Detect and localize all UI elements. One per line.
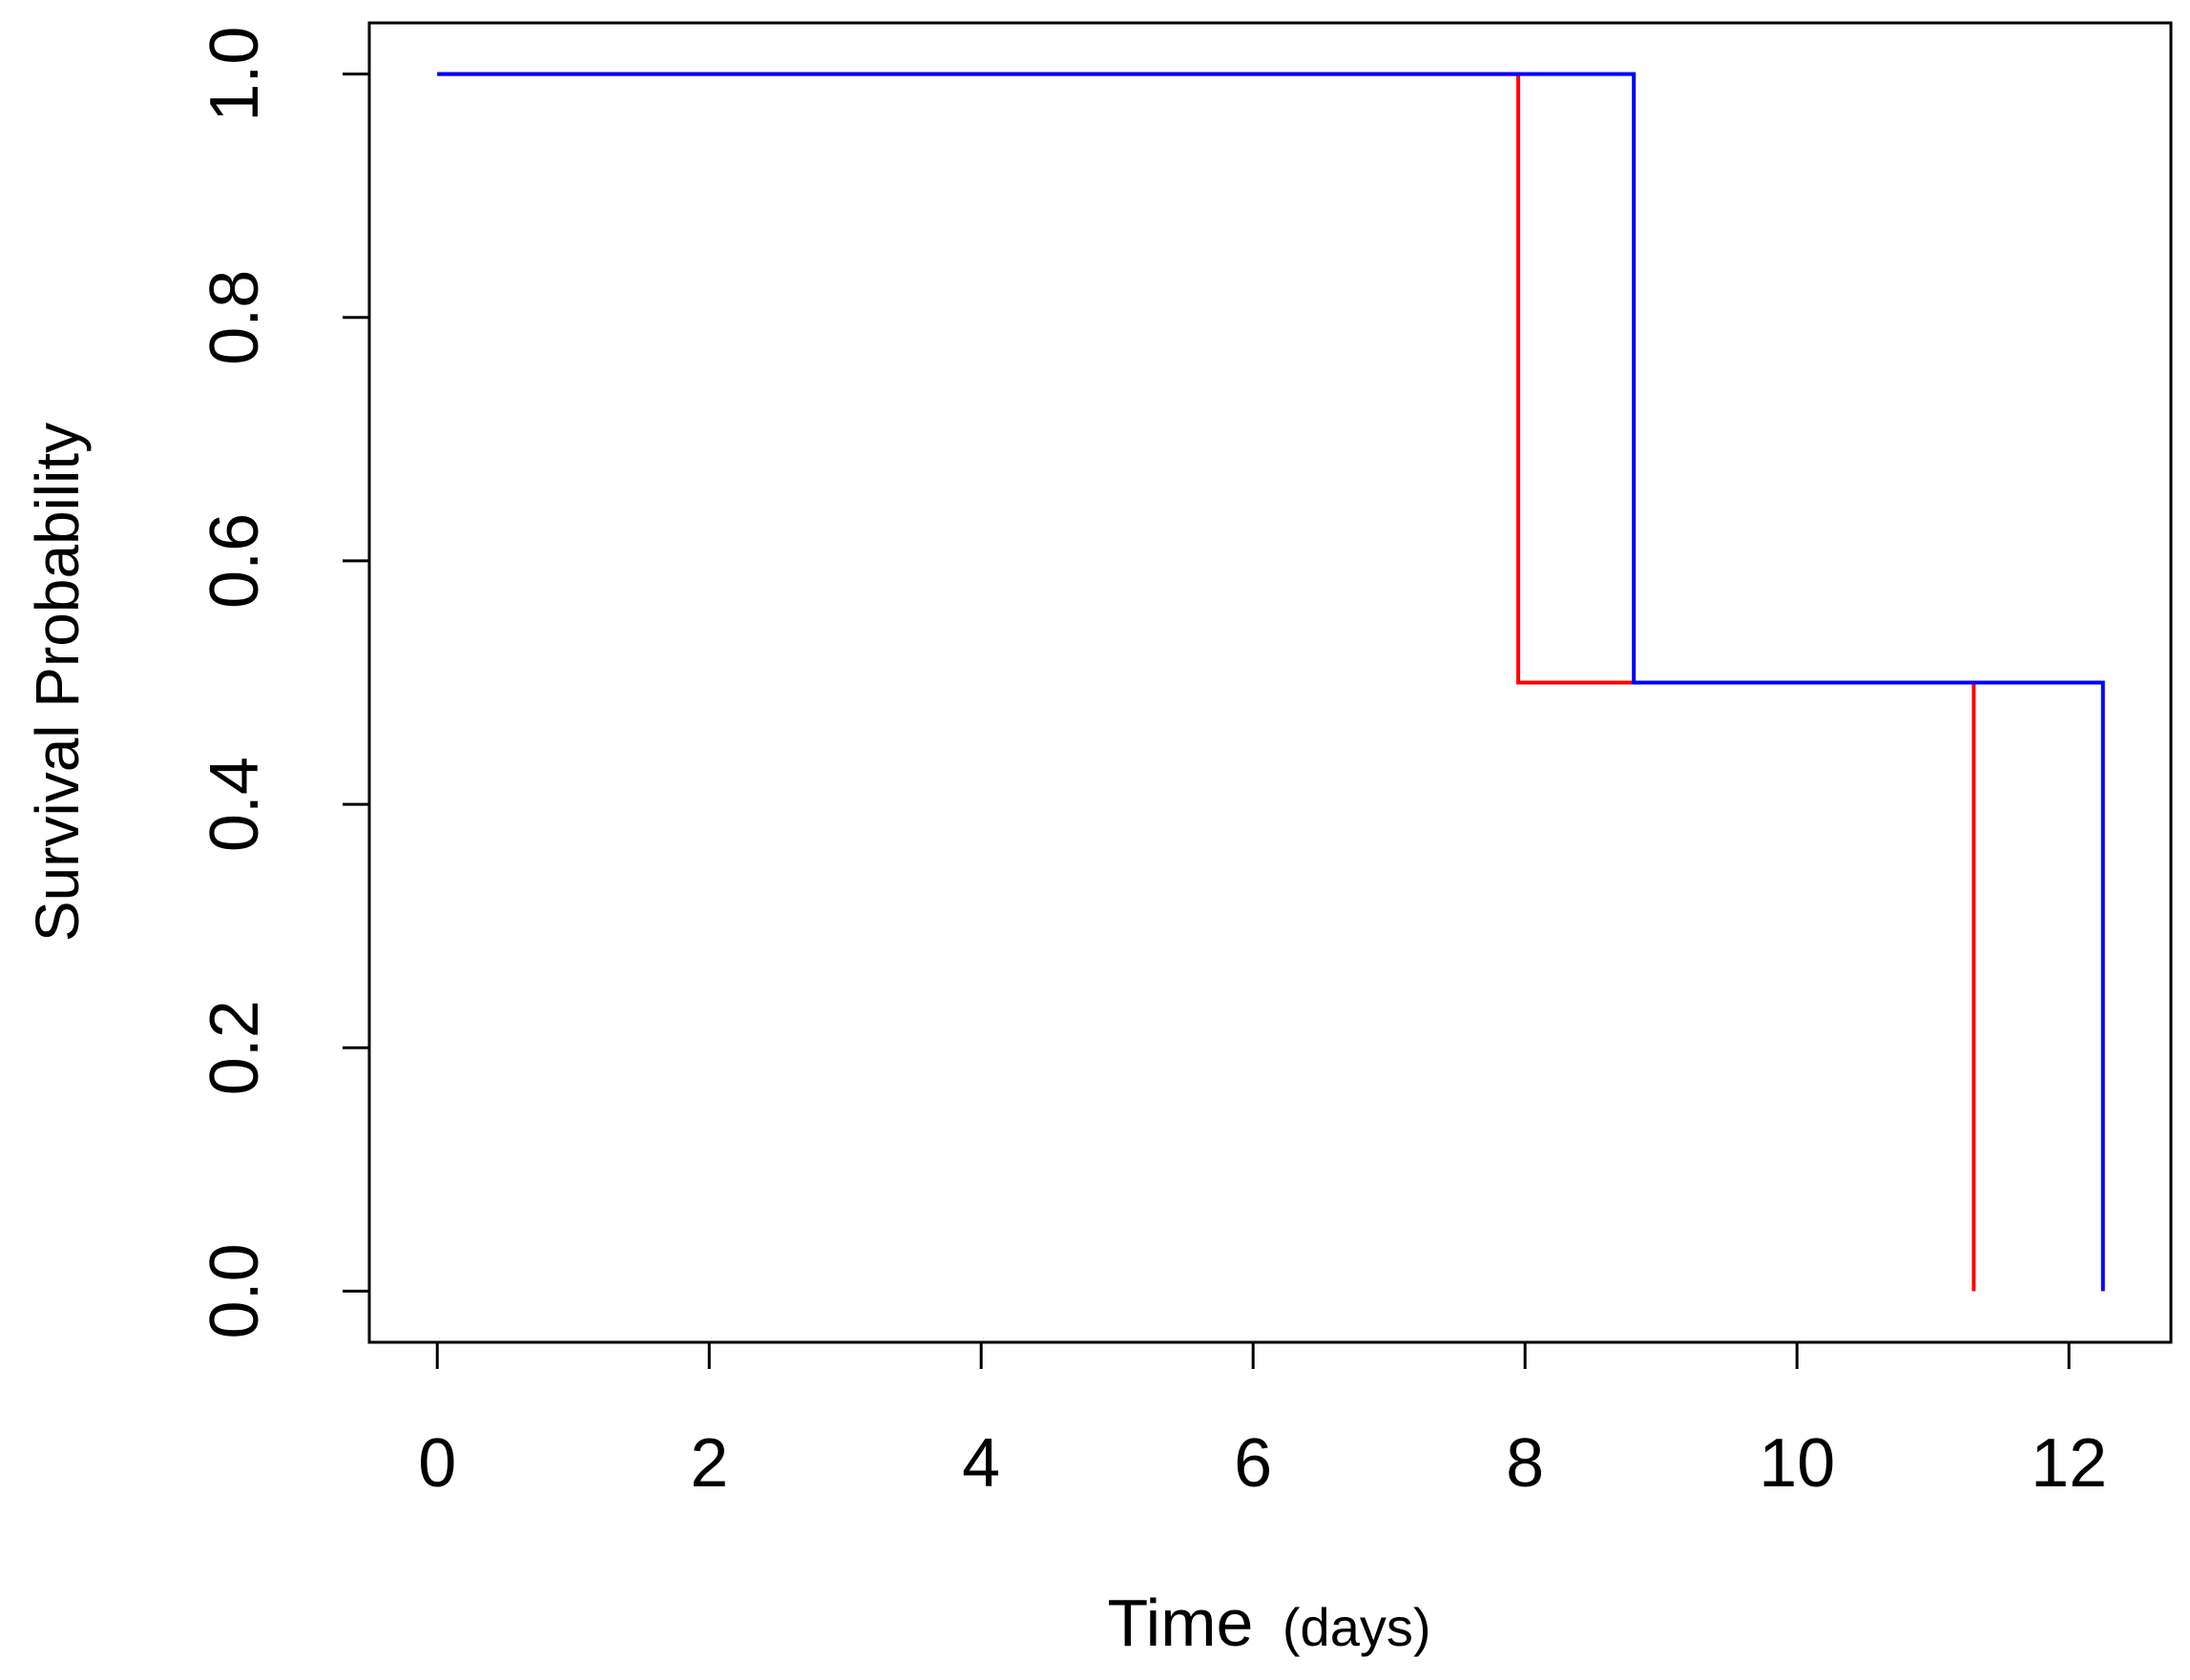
series-layer (437, 72, 2105, 1292)
y-tick-label: 0.2 (197, 1000, 273, 1095)
x-tick-label: 10 (1759, 1425, 1835, 1502)
y-tick-label: 0.0 (197, 1243, 273, 1338)
y-tick-label: 0.4 (197, 757, 273, 852)
x-axis-label: Time (days) (1107, 1586, 1430, 1660)
x-tick-label: 4 (962, 1425, 1000, 1502)
y-tick-label: 0.6 (197, 513, 273, 609)
x-axis-label-main: Time (1107, 1586, 1253, 1660)
x-axis-label-unit: (days) (1283, 1597, 1431, 1657)
x-tick-label: 6 (1234, 1425, 1272, 1502)
plot-frame (367, 21, 2173, 1344)
x-tick-label: 12 (2031, 1425, 2107, 1502)
x-tick-label: 2 (690, 1425, 728, 1502)
x-tick-label: 8 (1506, 1425, 1544, 1502)
x-axis: 0 2 4 6 8 10 12 (418, 1340, 2107, 1502)
survival-step-line-2 (437, 72, 2105, 1292)
x-tick-label: 0 (418, 1425, 456, 1502)
y-tick-label: 0.8 (197, 270, 273, 365)
y-tick-label: 1.0 (197, 27, 273, 122)
y-axis-label: Survival Probability (23, 423, 92, 942)
